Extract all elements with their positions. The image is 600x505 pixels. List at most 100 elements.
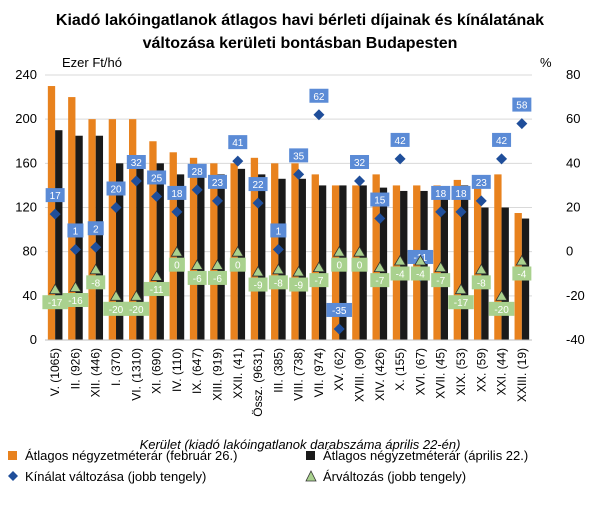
data-label: 0 [174,261,180,272]
data-label: 0 [336,261,342,272]
data-label: -7 [314,276,323,287]
bar-apr [258,174,266,340]
price-change-marker [69,281,82,292]
bar-apr [400,190,408,340]
bar-apr [460,185,469,340]
markers-group: 17 1 2 20 32 25 18 28 23 41 22 1 35 62 -35 32 15 42 -11 18 1… [42,88,532,335]
data-label-box [123,301,150,316]
data-label-box [106,181,126,196]
category-label: VIII. (738) [292,348,306,401]
left-axis-tick-label: 160 [15,155,37,170]
price-change-marker [231,245,244,257]
supply-change-marker [151,190,163,202]
bar-feb [68,97,76,340]
bar-feb [149,141,157,340]
bar-apr [318,185,327,340]
bar-feb [189,157,198,340]
supply-change-marker [130,175,142,187]
data-label: 22 [253,180,265,191]
price-change-marker [272,263,285,275]
data-label: 42 [496,136,508,147]
data-label-box [207,270,227,285]
supply-change-marker [435,206,447,218]
supply-change-marker [333,323,345,335]
data-label-box [248,177,268,192]
data-label: 0 [235,261,241,272]
category-label: XVII. (45) [434,348,448,399]
legend-label: Kínálat változása (jobb tengely) [25,469,206,484]
category-label: XXII. (41) [231,348,245,399]
supply-change-marker [313,109,325,121]
left-axis-tick-label: 0 [30,332,37,347]
supply-change-marker [110,202,122,213]
data-label-box [410,266,430,281]
data-label-box [309,273,329,288]
bar-apr [55,130,63,340]
price-change-marker [150,270,163,281]
right-axis-tick-label: 0 [566,244,573,259]
data-label: -7 [375,276,384,287]
price-change-marker [48,283,62,295]
supply-change-marker [354,175,366,187]
data-label: -4 [416,270,425,281]
bar-feb [129,119,137,341]
data-label: -17 [454,298,469,309]
data-label: 18 [171,189,183,200]
data-label: -4 [517,270,526,281]
price-change-marker [373,261,387,273]
data-label: -6 [193,274,202,285]
supply-change-marker [293,168,305,180]
legend-label: Árváltozás (jobb tengely) [323,469,466,484]
supply-change-marker [69,243,81,255]
data-label: -20 [129,305,144,316]
category-label: IX. (647) [190,348,204,394]
category-label: VII. (974) [312,348,326,397]
supply-change-marker [171,206,183,218]
data-label-box [248,277,268,292]
bar-apr [176,174,185,340]
bar-feb [271,163,279,340]
data-label: -20 [494,305,509,316]
data-label: 0 [357,261,363,272]
data-label: 35 [293,151,305,162]
left-axis-tick-label: 200 [15,111,37,126]
bar-feb [433,185,441,340]
category-label: V. (1065) [48,348,62,396]
bar-feb [372,174,380,340]
data-label: 18 [455,189,467,200]
data-label: -4 [396,270,405,281]
price-change-marker [414,254,427,266]
data-label-box [448,295,474,310]
data-label-box [147,170,167,185]
data-label-box [187,270,207,285]
category-label: XIII. (919) [210,348,224,401]
category-label: XIX. (53) [454,348,468,395]
data-label: -8 [477,278,486,289]
data-label-box [309,88,329,103]
category-label: I. (370) [109,348,123,386]
data-label-box [431,273,451,288]
data-label-box [168,257,185,272]
price-change-marker [495,290,508,301]
supply-change-marker [394,153,406,165]
legend-label: Átlagos négyzetméterár (április 22.) [323,448,528,463]
category-label: XV. (62) [332,348,346,391]
data-label-box [370,273,390,288]
supply-change-marker [374,213,386,225]
data-label: 25 [151,173,163,184]
category-label: XVIII. (90) [353,348,367,402]
price-change-marker [190,259,204,270]
data-label: 58 [516,101,528,112]
data-label: 15 [374,196,386,207]
data-label-box [62,293,89,307]
bar-apr [136,163,144,340]
price-change-marker [109,290,123,301]
data-label-box [87,221,104,236]
data-label: -16 [68,296,83,307]
data-label: -35 [332,306,347,317]
right-axis-unit-label: % [540,55,552,70]
bar-apr [197,168,205,340]
category-label: III. (385) [271,348,285,393]
bar-apr [379,187,388,340]
